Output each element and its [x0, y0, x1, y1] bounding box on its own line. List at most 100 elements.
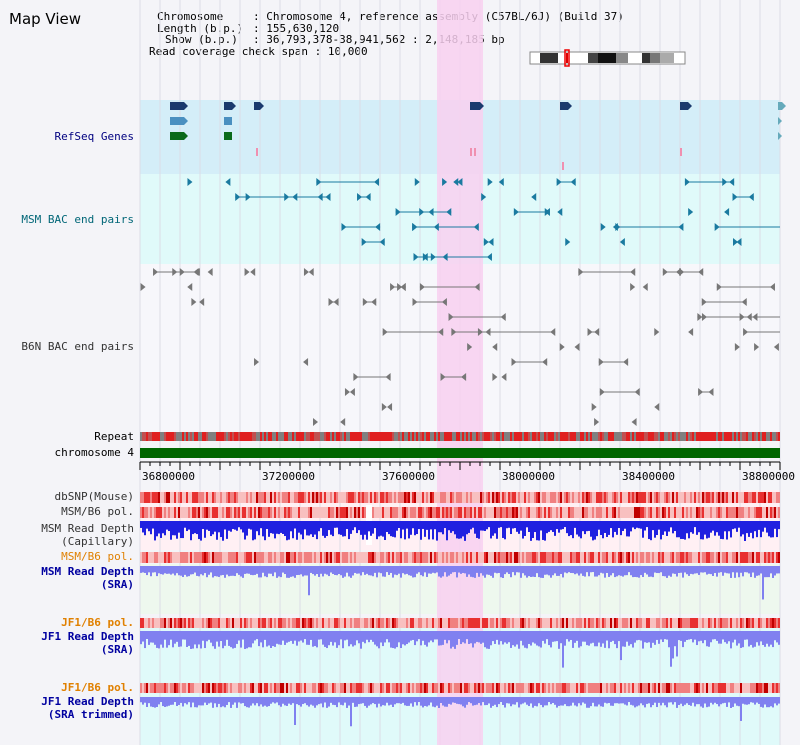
- jf1-b6-pol2-cell: [546, 683, 548, 693]
- msm-b6-pol2-cell: [734, 552, 736, 563]
- jf1-trim-depth-bar: [652, 697, 654, 706]
- jf1-trim-depth-bar: [164, 697, 166, 707]
- repeat-segment: [724, 432, 726, 441]
- msm-sra-depth-bar: [550, 566, 552, 578]
- msm-b6-pol-cell: [268, 507, 270, 518]
- msm-capillary-depth-bar: [564, 521, 566, 528]
- msm-b6-pol2-cell: [398, 552, 400, 563]
- jf1-trim-depth-bar: [530, 697, 532, 704]
- jf1-sra-depth-bar: [148, 631, 150, 645]
- jf1-sra-depth-bar: [360, 631, 362, 649]
- msm-capillary-depth-bar: [194, 521, 196, 534]
- jf1-b6-pol-cell: [366, 618, 368, 628]
- msm-b6-pol2-cell: [220, 552, 222, 563]
- jf1-b6-pol2-cell: [624, 683, 626, 693]
- msm-bac-end: [544, 208, 550, 216]
- jf1-sra-depth-bar: [576, 631, 578, 641]
- jf1-trim-depth-bar: [404, 697, 406, 706]
- jf1-b6-pol2-cell: [324, 683, 326, 693]
- jf1-trim-depth-bar: [224, 697, 226, 708]
- jf1-trim-depth-bar: [402, 697, 404, 703]
- msm-capillary-depth-bar: [442, 521, 444, 535]
- msm-capillary-depth-bar: [312, 521, 314, 538]
- dbsnp-cell: [662, 492, 664, 503]
- msm-b6-pol2-cell: [318, 552, 320, 563]
- jf1-sra-depth-bar: [558, 631, 560, 649]
- dbsnp-cell: [482, 492, 484, 503]
- repeat-segment: [468, 432, 470, 441]
- msm-b6-pol2-cell: [664, 552, 666, 563]
- jf1-b6-pol-cell: [420, 618, 422, 628]
- jf1-b6-pol2-cell: [348, 683, 350, 693]
- msm-sra-depth-bar: [452, 566, 454, 573]
- jf1-trim-depth-bar: [618, 697, 620, 704]
- jf1-b6-pol2-cell: [670, 683, 672, 693]
- jf1-b6-pol-cell: [394, 618, 396, 628]
- coverage-value: 10,000: [327, 44, 368, 58]
- jf1-trim-depth-bar: [186, 697, 188, 705]
- jf1-sra-depth-bar: [700, 631, 702, 641]
- dbsnp-cell: [734, 492, 736, 503]
- jf1-b6-pol2-cell: [350, 683, 352, 693]
- jf1-sra-depth-bar: [340, 631, 342, 640]
- jf1-b6-pol-cell: [312, 618, 314, 628]
- msm-capillary-depth-bar: [246, 521, 248, 536]
- msm-capillary-depth-bar: [494, 521, 496, 534]
- b6n-bac-end: [492, 343, 498, 351]
- msm-capillary-depth-bar: [776, 521, 778, 538]
- msm-sra-depth-bar: [312, 566, 314, 575]
- jf1-b6-pol2-cell: [416, 683, 418, 693]
- jf1-b6-pol2-cell: [480, 683, 482, 693]
- jf1-trim-depth-bar: [178, 697, 180, 705]
- msm-capillary-depth-bar: [704, 521, 706, 535]
- jf1-b6-pol-cell: [322, 618, 324, 628]
- msm-b6-pol-cell: [184, 507, 186, 518]
- msm-sra-depth-bar: [522, 566, 524, 574]
- jf1-sra-depth-bar: [334, 631, 336, 643]
- jf1-trim-depth-bar: [432, 697, 434, 707]
- repeat-segment: [588, 432, 590, 441]
- jf1-trim-depth-bar: [728, 697, 730, 703]
- jf1-b6-pol2-cell: [572, 683, 574, 693]
- jf1-b6-pol2-cell: [210, 683, 212, 693]
- jf1-sra-depth-bar: [532, 631, 534, 643]
- jf1-trim-depth-bar: [310, 697, 312, 705]
- jf1-sra-depth-bar: [384, 631, 386, 643]
- jf1-sra-depth-bar: [432, 631, 434, 643]
- msm-bac-end: [414, 178, 420, 186]
- repeat-segment: [662, 432, 664, 441]
- msm-capillary-depth-bar: [734, 521, 736, 529]
- b6n-bac-end: [550, 328, 556, 336]
- dbsnp-cell: [178, 492, 180, 503]
- msm-b6-pol2-cell: [392, 552, 394, 563]
- jf1-b6-pol-cell: [754, 618, 756, 628]
- msm-b6-pol2-cell: [424, 552, 426, 563]
- msm-b6-pol-cell: [160, 507, 162, 518]
- repeat-segment: [240, 432, 242, 441]
- msm-sra-depth-bar: [512, 566, 514, 573]
- msm-b6-pol2-cell: [404, 552, 406, 563]
- msm-b6-pol-cell: [220, 507, 222, 518]
- jf1-b6-pol-cell: [362, 618, 364, 628]
- msm-b6-pol2-cell: [590, 552, 592, 563]
- dbsnp-cell: [694, 492, 696, 503]
- jf1-sra-depth-bar: [410, 631, 412, 641]
- jf1-b6-pol-cell: [626, 618, 628, 628]
- axis-tick-label: 38400000: [622, 470, 675, 483]
- jf1-b6-pol2-cell: [562, 683, 564, 693]
- jf1-b6-pol2-cell: [282, 683, 284, 693]
- jf1-sra-depth-bar: [228, 631, 230, 646]
- jf1-b6-pol-cell: [734, 618, 736, 628]
- jf1-b6-pol2-cell: [404, 683, 406, 693]
- track-label-msm-depth-cap-2: (Capillary): [61, 535, 134, 548]
- repeat-segment: [424, 432, 426, 441]
- b6n-bac-end: [654, 328, 660, 336]
- msm-b6-pol-cell: [228, 507, 230, 518]
- jf1-b6-pol2-cell: [758, 683, 760, 693]
- msm-capillary-depth-bar: [652, 521, 654, 531]
- msm-bac-end: [361, 238, 367, 246]
- dbsnp-cell: [170, 492, 172, 503]
- msm-sra-depth-bar: [590, 566, 592, 573]
- msm-sra-depth-bar: [582, 566, 584, 576]
